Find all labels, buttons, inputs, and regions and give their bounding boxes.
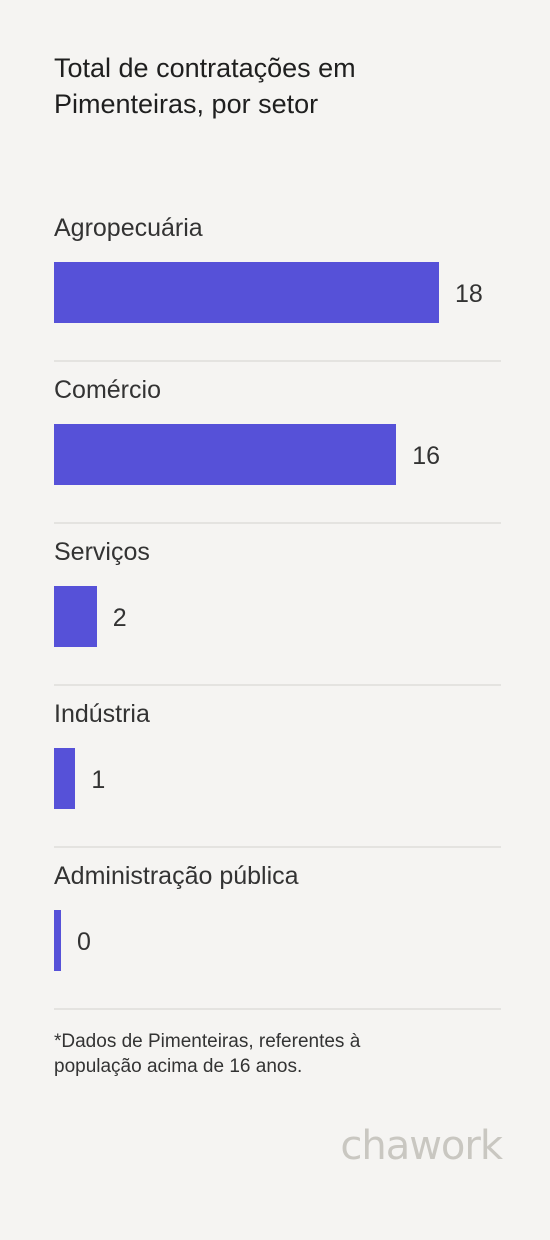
bar — [54, 748, 76, 809]
row-divider — [54, 684, 501, 686]
footnote: *Dados de Pimenteiras, referentes à popu… — [54, 1029, 454, 1079]
brand-logo: chawork — [340, 1123, 503, 1169]
category-label: Comércio — [54, 376, 161, 404]
bar-value-label: 1 — [91, 766, 106, 794]
row-divider — [54, 1008, 501, 1010]
bar-value-label: 2 — [112, 604, 127, 632]
category-label: Serviços — [54, 538, 150, 566]
row-divider — [54, 522, 501, 524]
bar — [54, 424, 397, 485]
bar — [54, 262, 439, 323]
bar-row: Agropecuária 18 — [54, 200, 501, 362]
chart-title-line-2: Pimenteiras, por setor — [54, 89, 319, 119]
bar-row: Serviços 2 — [54, 524, 501, 686]
bar-row: Comércio 16 — [54, 362, 501, 524]
bar-value-label: 16 — [412, 442, 441, 470]
footnote-line-2: população acima de 16 anos. — [54, 1056, 303, 1077]
bar-chart: Agropecuária 18 Comércio 16 Serviços 2 Indústr… — [54, 200, 501, 1010]
chart-title-line-1: Total de contratações em — [54, 53, 356, 83]
bar-value-label: 18 — [455, 280, 483, 308]
bar-row: Administração pública 0 — [54, 848, 501, 1010]
row-divider — [54, 360, 501, 362]
bar-value-label: 0 — [77, 928, 91, 956]
category-label: Indústria — [54, 700, 150, 728]
category-label: Administração pública — [54, 862, 299, 890]
row-divider — [54, 846, 501, 848]
category-label: Agropecuária — [54, 214, 203, 242]
footnote-line-1: *Dados de Pimenteiras, referentes à — [54, 1031, 361, 1052]
bar — [54, 910, 61, 971]
bar-row: Indústria 1 — [54, 686, 501, 848]
bar — [54, 586, 97, 647]
chart-title: Total de contratações em Pimenteiras, po… — [54, 50, 474, 122]
